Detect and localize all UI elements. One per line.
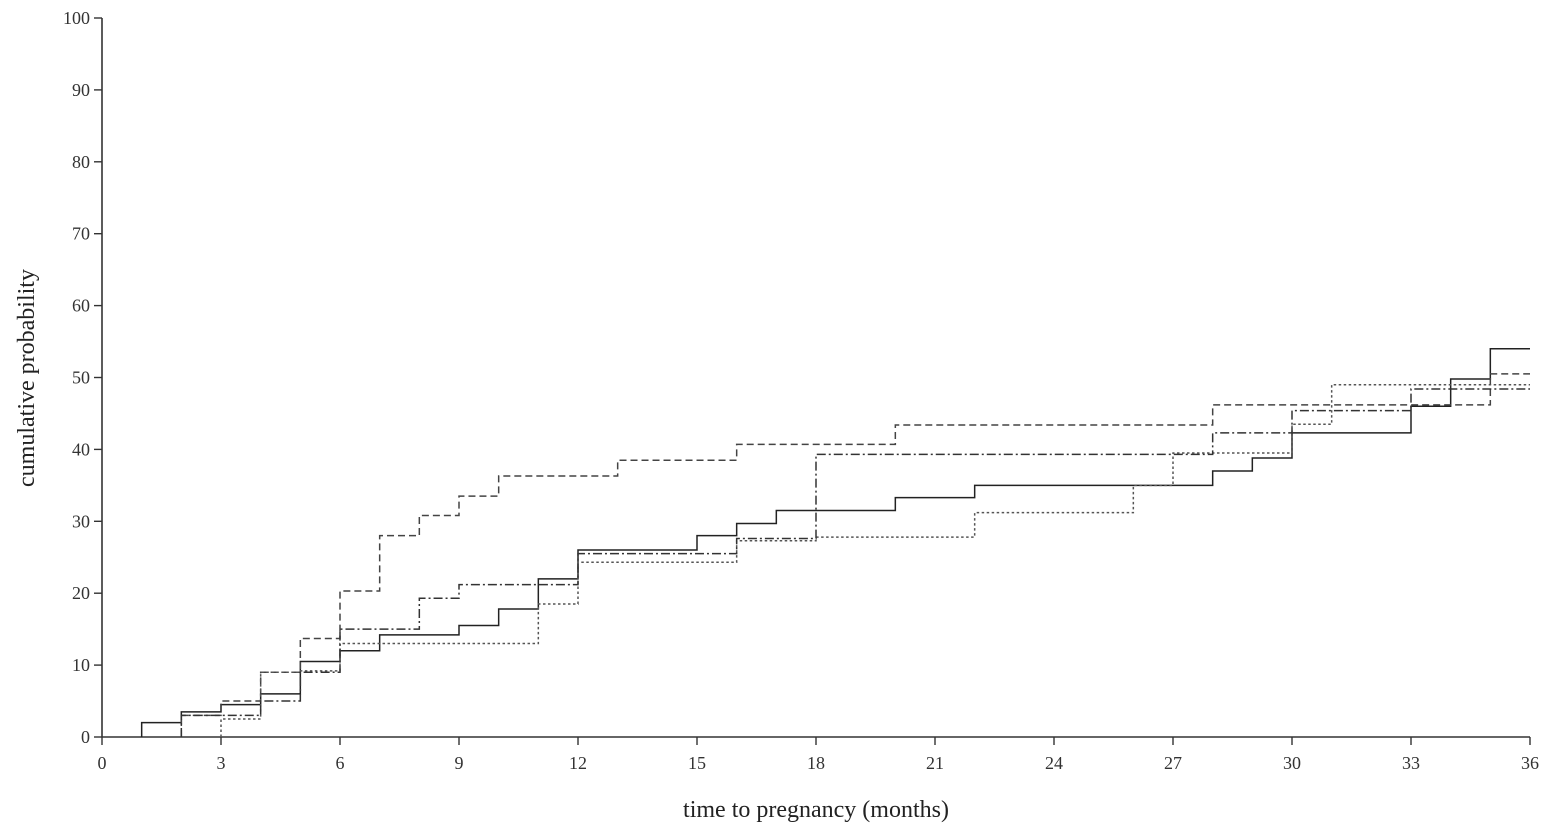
series-layer [140, 347, 1530, 737]
y-tick-label: 10 [72, 655, 90, 675]
series-line-dashed [180, 373, 1530, 737]
y-tick-label: 60 [72, 296, 90, 316]
y-tick-label: 50 [72, 368, 90, 388]
x-tick-label: 18 [807, 753, 825, 773]
x-tick-label: 3 [217, 753, 226, 773]
y-tick-label: 40 [72, 439, 90, 459]
x-tick-label: 21 [926, 753, 944, 773]
x-tick-label: 36 [1521, 753, 1539, 773]
y-tick-label: 20 [72, 583, 90, 603]
x-tick-label: 12 [569, 753, 587, 773]
x-axis-title: time to pregnancy (months) [683, 797, 949, 823]
series-line-solid [140, 347, 1530, 737]
x-axis: 0 3 6 9 12 15 18 21 24 27 30 33 36 [98, 736, 1539, 773]
x-tick-label: 15 [688, 753, 706, 773]
y-tick-label: 80 [72, 152, 90, 172]
y-tick-label: 70 [72, 224, 90, 244]
x-tick-label: 27 [1164, 753, 1182, 773]
y-tick-label: 90 [72, 80, 90, 100]
y-tick-label: 0 [81, 727, 90, 747]
y-axis: 0 10 20 30 40 50 60 70 80 90 100 [63, 8, 103, 747]
x-tick-label: 6 [336, 753, 345, 773]
y-axis-title: cumulative probability [14, 269, 40, 487]
x-tick-label: 24 [1045, 753, 1063, 773]
y-tick-label: 30 [72, 511, 90, 531]
x-tick-label: 33 [1402, 753, 1420, 773]
series-line-dotted [220, 383, 1530, 737]
x-tick-label: 0 [98, 753, 107, 773]
series-line-dash-dot [180, 388, 1530, 737]
x-tick-label: 30 [1283, 753, 1301, 773]
y-tick-label: 100 [63, 8, 90, 28]
x-tick-label: 9 [455, 753, 464, 773]
